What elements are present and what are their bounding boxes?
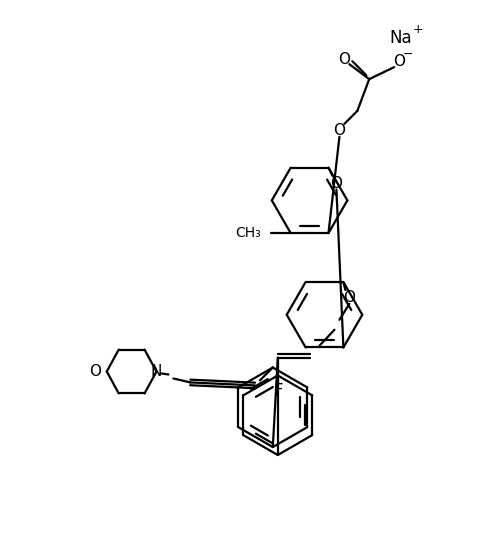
Text: O: O [334,123,346,139]
Text: F: F [273,382,283,400]
Text: Na: Na [389,30,412,47]
Text: CH₃: CH₃ [235,226,261,240]
Text: −: − [403,48,413,61]
Text: +: + [413,23,424,37]
Text: O: O [343,291,355,306]
Text: O: O [330,176,342,191]
Text: O: O [89,364,101,379]
Text: N: N [151,364,162,379]
Text: O: O [338,52,350,67]
Text: O: O [393,54,405,68]
